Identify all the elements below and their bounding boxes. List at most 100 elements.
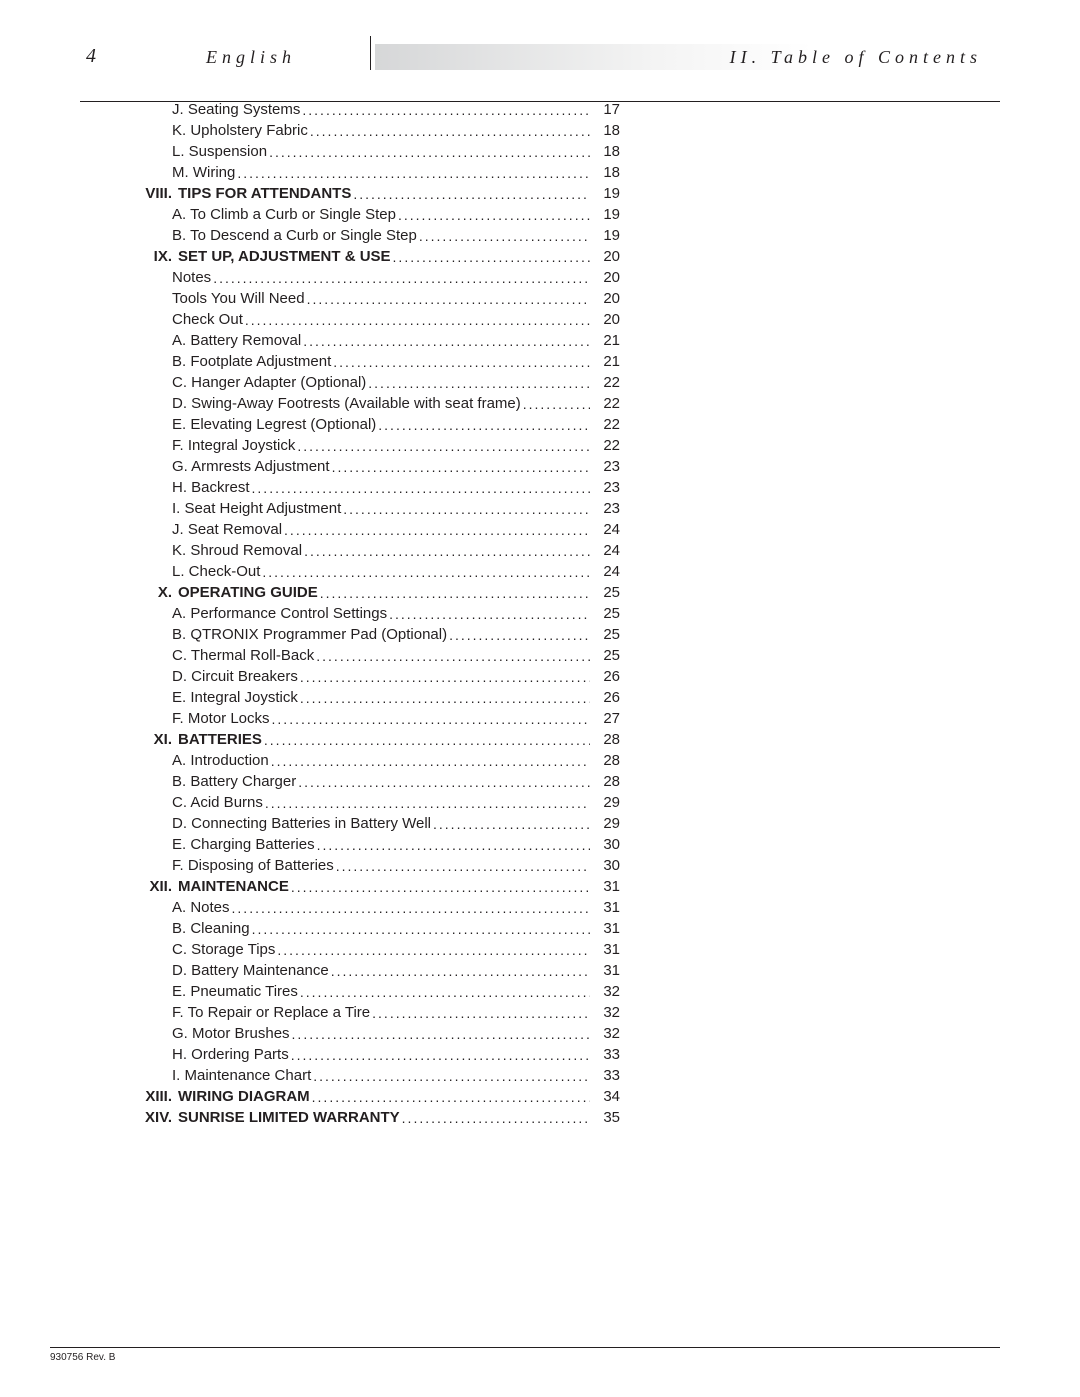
toc-leader [304, 544, 590, 558]
toc-page: 30 [590, 837, 620, 852]
toc-leader [307, 292, 590, 306]
toc-page: 29 [590, 816, 620, 831]
toc-page: 32 [590, 984, 620, 999]
toc-title: F. To Repair or Replace a Tire [172, 1005, 372, 1020]
toc-row: E. Elevating Legrest (Optional) 22 [120, 417, 620, 432]
toc-leader [449, 628, 590, 642]
toc-row: A. Battery Removal21 [120, 333, 620, 348]
toc-leader [232, 901, 590, 915]
toc-row: D. Circuit Breakers26 [120, 669, 620, 684]
toc-leader [297, 439, 590, 453]
toc-page: 18 [590, 123, 620, 138]
toc-leader [271, 754, 590, 768]
toc-leader [332, 460, 590, 474]
toc-row: A. Performance Control Settings 25 [120, 606, 620, 621]
toc-row: I. Maintenance Chart 33 [120, 1068, 620, 1083]
toc-leader [300, 670, 590, 684]
toc-leader [298, 775, 590, 789]
toc-leader [245, 313, 590, 327]
toc-leader [252, 922, 590, 936]
toc-page: 18 [590, 144, 620, 159]
toc-title: E. Integral Joystick [172, 690, 300, 705]
toc-page: 22 [590, 375, 620, 390]
toc-leader [368, 376, 590, 390]
toc-title: A. Performance Control Settings [172, 606, 389, 621]
toc-leader [237, 166, 590, 180]
toc-row: VIII.TIPS FOR ATTENDANTS19 [120, 186, 620, 201]
toc-leader [300, 985, 590, 999]
toc-leader [264, 733, 590, 747]
toc-leader [389, 607, 590, 621]
toc-title: M. Wiring [172, 165, 237, 180]
toc-row: E. Charging Batteries30 [120, 837, 620, 852]
header-gradient: II. Table of Contents [375, 44, 1000, 70]
header-section-label: II. Table of Contents [730, 47, 982, 68]
toc-page: 21 [590, 354, 620, 369]
toc-row: F. Disposing of Batteries30 [120, 858, 620, 873]
toc-page: 30 [590, 858, 620, 873]
toc-title: H. Backrest [172, 480, 252, 495]
toc-roman: XIV. [120, 1110, 178, 1125]
toc-page: 25 [590, 627, 620, 642]
toc-roman: IX. [120, 249, 178, 264]
toc-row: C. Hanger Adapter (Optional)22 [120, 375, 620, 390]
toc-row: IX.SET UP, ADJUSTMENT & USE20 [120, 249, 620, 264]
toc-title: SET UP, ADJUSTMENT & USE [178, 249, 393, 264]
toc-leader [317, 838, 590, 852]
toc-page: 25 [590, 606, 620, 621]
toc-title: OPERATING GUIDE [178, 585, 320, 600]
toc-row: M. Wiring18 [120, 165, 620, 180]
footer-rev-label: 930756 Rev. B [50, 1352, 115, 1363]
toc-row: X.OPERATING GUIDE25 [120, 585, 620, 600]
toc-leader [331, 964, 590, 978]
toc-page: 23 [590, 480, 620, 495]
toc-page: 25 [590, 585, 620, 600]
toc-row: G. Motor Brushes32 [120, 1026, 620, 1041]
toc-title: D. Battery Maintenance [172, 963, 331, 978]
toc-title: D. Swing-Away Footrests (Available with … [172, 396, 523, 411]
toc-title: BATTERIES [178, 732, 264, 747]
toc-page: 20 [590, 270, 620, 285]
toc-row: I. Seat Height Adjustment23 [120, 501, 620, 516]
toc-page: 31 [590, 921, 620, 936]
toc-title: L. Check-Out [172, 564, 262, 579]
toc-title: E. Elevating Legrest (Optional) [172, 417, 378, 432]
toc-leader [343, 502, 590, 516]
toc-page: 25 [590, 648, 620, 663]
toc-title: B. Battery Charger [172, 774, 298, 789]
toc-leader [303, 334, 590, 348]
toc-row: B. Cleaning31 [120, 921, 620, 936]
toc-row: XII.MAINTENANCE31 [120, 879, 620, 894]
toc-title: G. Motor Brushes [172, 1026, 292, 1041]
toc-title: Tools You Will Need [172, 291, 307, 306]
toc-row: E. Integral Joystick26 [120, 690, 620, 705]
toc-leader [523, 397, 590, 411]
toc-title: D. Circuit Breakers [172, 669, 300, 684]
toc-row: A. Introduction28 [120, 753, 620, 768]
page-footer: 930756 Rev. B [50, 1347, 1000, 1363]
toc-title: SUNRISE LIMITED WARRANTY [178, 1110, 402, 1125]
toc-leader [353, 187, 590, 201]
toc-page: 35 [590, 1110, 620, 1125]
toc-leader [262, 565, 590, 579]
toc-leader [433, 817, 590, 831]
toc-leader [252, 481, 590, 495]
toc-roman: XI. [120, 732, 178, 747]
toc-leader [310, 124, 590, 138]
toc-title: I. Maintenance Chart [172, 1068, 313, 1083]
toc-row: F. Integral Joystick22 [120, 438, 620, 453]
toc-roman: XII. [120, 879, 178, 894]
toc-title: B. To Descend a Curb or Single Step [172, 228, 419, 243]
toc-page: 20 [590, 291, 620, 306]
toc-row: C. Thermal Roll-Back25 [120, 648, 620, 663]
toc-page: 31 [590, 942, 620, 957]
toc-page: 22 [590, 417, 620, 432]
toc-page: 29 [590, 795, 620, 810]
toc-page: 34 [590, 1089, 620, 1104]
toc-row: C. Storage Tips 31 [120, 942, 620, 957]
toc-title: K. Upholstery Fabric [172, 123, 310, 138]
toc-page: 33 [590, 1068, 620, 1083]
toc-title: F. Integral Joystick [172, 438, 297, 453]
toc-row: J. Seat Removal24 [120, 522, 620, 537]
toc-title: C. Storage Tips [172, 942, 277, 957]
